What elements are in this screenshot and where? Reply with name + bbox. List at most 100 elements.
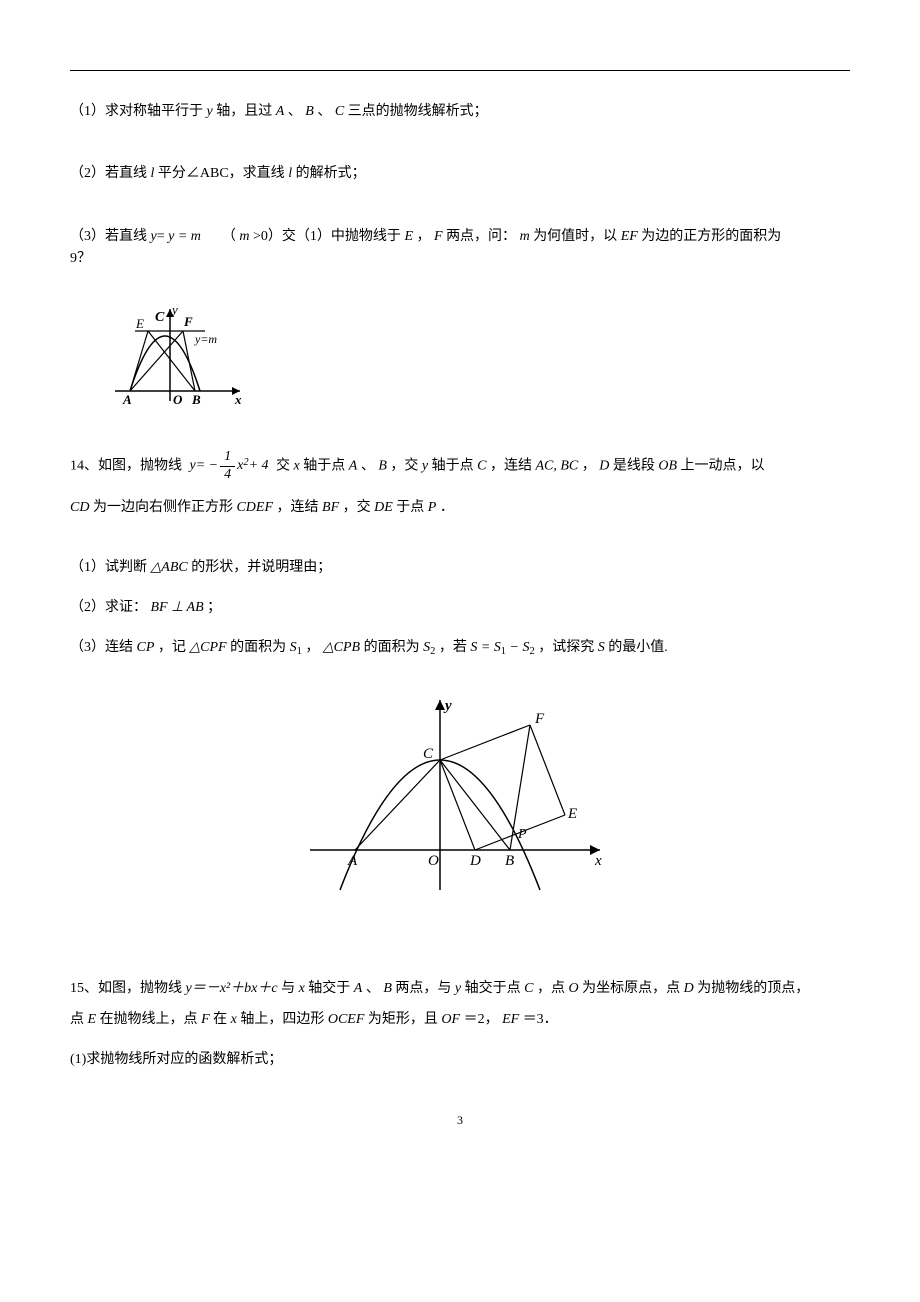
text: ； — [207, 600, 221, 615]
var-cd: CD — [70, 500, 89, 515]
svg-text:y: y — [170, 302, 178, 317]
q15-sub1: (1)求抛物线所对应的函数解析式； — [70, 1049, 850, 1071]
text: 的面积为 — [230, 640, 290, 655]
var-o: O — [568, 981, 578, 996]
q15-line2: 点 E 在抛物线上，点 F 在 x 轴上，四边形 OCEF 为矩形，且 OF ＝… — [70, 1009, 850, 1031]
var-cdef: CDEF — [236, 500, 273, 515]
text: （3）若直线 — [70, 229, 151, 244]
text: (1)求抛物线所对应的函数解析式； — [70, 1052, 282, 1067]
q14-line1: 14、如图，抛物线 y = − 1 4 x2 + 4 交 x 轴于点 A 、 B… — [70, 449, 850, 484]
svg-text:F: F — [183, 314, 193, 329]
q13-sub2: （2）若直线 l 平分∠ABC，求直线 l 的解析式； — [70, 163, 850, 185]
var-y: y — [207, 104, 213, 119]
var-x: x — [299, 981, 305, 996]
text: 平分∠ABC，求直线 — [158, 166, 288, 181]
var-p: P — [428, 500, 437, 515]
text: 与 — [281, 981, 299, 996]
text: 为一边向右侧作正方形 — [93, 500, 237, 515]
var-c: C — [477, 458, 486, 473]
text: 在 — [213, 1012, 231, 1027]
svg-text:B: B — [505, 853, 514, 869]
svg-text:O: O — [428, 853, 439, 869]
var-cpb: △CPB — [323, 640, 360, 655]
text: 为何值时，以 — [533, 229, 621, 244]
svg-text:F: F — [534, 711, 545, 727]
text: （2）若直线 — [70, 166, 151, 181]
svg-text:y: y — [443, 698, 452, 714]
var-a: A — [354, 981, 363, 996]
svg-text:P: P — [517, 827, 527, 842]
text: ，记 — [158, 640, 190, 655]
text: 上一动点，以 — [681, 458, 765, 473]
text: ，点 — [537, 981, 569, 996]
text: ＝2， — [464, 1012, 499, 1027]
var-ocef: OCEF — [328, 1012, 365, 1027]
text: 点 — [70, 1012, 88, 1027]
equation: y = − 1 4 x2 + 4 — [190, 449, 269, 484]
text: （ — [222, 229, 236, 244]
header-rule — [70, 70, 850, 71]
text: 在抛物线上，点 — [100, 1012, 202, 1027]
text: 轴，且过 — [216, 104, 276, 119]
text: 的面积为 — [364, 640, 424, 655]
var-b: B — [305, 104, 314, 119]
sup: 2 — [243, 452, 248, 473]
var-e: E — [88, 1012, 97, 1027]
text: ，若 — [439, 640, 471, 655]
svg-text:E: E — [567, 806, 577, 822]
text: 、 — [361, 458, 375, 473]
figure-q13-svg: C y E F y=m A O B x — [110, 301, 250, 411]
svg-text:A: A — [122, 392, 132, 407]
var-s-eq: S = S — [470, 640, 500, 655]
text: 轴于点 — [303, 458, 349, 473]
text: >0）交（1）中抛物线于 — [253, 229, 404, 244]
figure-q13: C y E F y=m A O B x — [110, 301, 850, 419]
var-de: DE — [374, 500, 393, 515]
figure-q14: y F C E P A O D B x — [70, 690, 850, 918]
text: ， — [582, 458, 596, 473]
var-x: x — [231, 1012, 237, 1027]
text: （1）试判断 — [70, 560, 151, 575]
text: = − — [196, 452, 218, 480]
var-l: l — [288, 166, 292, 181]
var-bf: BF — [322, 500, 339, 515]
q15-line1: 15、如图，抛物线 y＝－x²＋bx＋c 与 x 轴交于 A 、 B 两点，与 … — [70, 978, 850, 1000]
sub: 1 — [297, 646, 302, 657]
text: 三点的抛物线解析式； — [348, 104, 488, 119]
text: 轴上，四边形 — [240, 1012, 328, 1027]
var-f: F — [434, 229, 443, 244]
var-c: C — [524, 981, 533, 996]
var-ef: EF — [502, 1012, 519, 1027]
var-b: B — [378, 458, 387, 473]
denominator: 4 — [220, 467, 235, 484]
var-cp: CP — [137, 640, 155, 655]
svg-text:y=m: y=m — [194, 332, 217, 346]
text: 为坐标原点，点 — [582, 981, 684, 996]
sub: 2 — [529, 646, 534, 657]
text: 、 — [366, 981, 380, 996]
text: + 4 — [249, 452, 269, 480]
text: （3）连结 — [70, 640, 137, 655]
svg-text:O: O — [173, 392, 183, 407]
text: 15、如图，抛物线 — [70, 981, 186, 996]
var-ef: EF — [621, 229, 638, 244]
q13-sub3: （3）若直线 y= y = m （ m >0）交（1）中抛物线于 E ， F 两… — [70, 226, 850, 271]
var-m: m — [239, 229, 249, 244]
text: − S — [510, 640, 530, 655]
text: 14、如图，抛物线 — [70, 458, 186, 473]
fraction: 1 4 — [220, 449, 235, 484]
text: 的形状，并说明理由； — [191, 560, 331, 575]
text: （1）求对称轴平行于 — [70, 104, 203, 119]
svg-text:C: C — [155, 310, 165, 325]
var-bf-ab: BF ⊥ AB — [151, 600, 204, 615]
var-y: y — [455, 981, 461, 996]
var-f: F — [201, 1012, 210, 1027]
var-c: C — [335, 104, 344, 119]
text: 、 — [317, 104, 331, 119]
text: ， — [305, 640, 319, 655]
text: ． — [440, 500, 454, 515]
svg-text:x: x — [594, 853, 602, 869]
var-d: D — [684, 981, 694, 996]
text: ，交 — [390, 458, 422, 473]
svg-text:B: B — [191, 392, 201, 407]
